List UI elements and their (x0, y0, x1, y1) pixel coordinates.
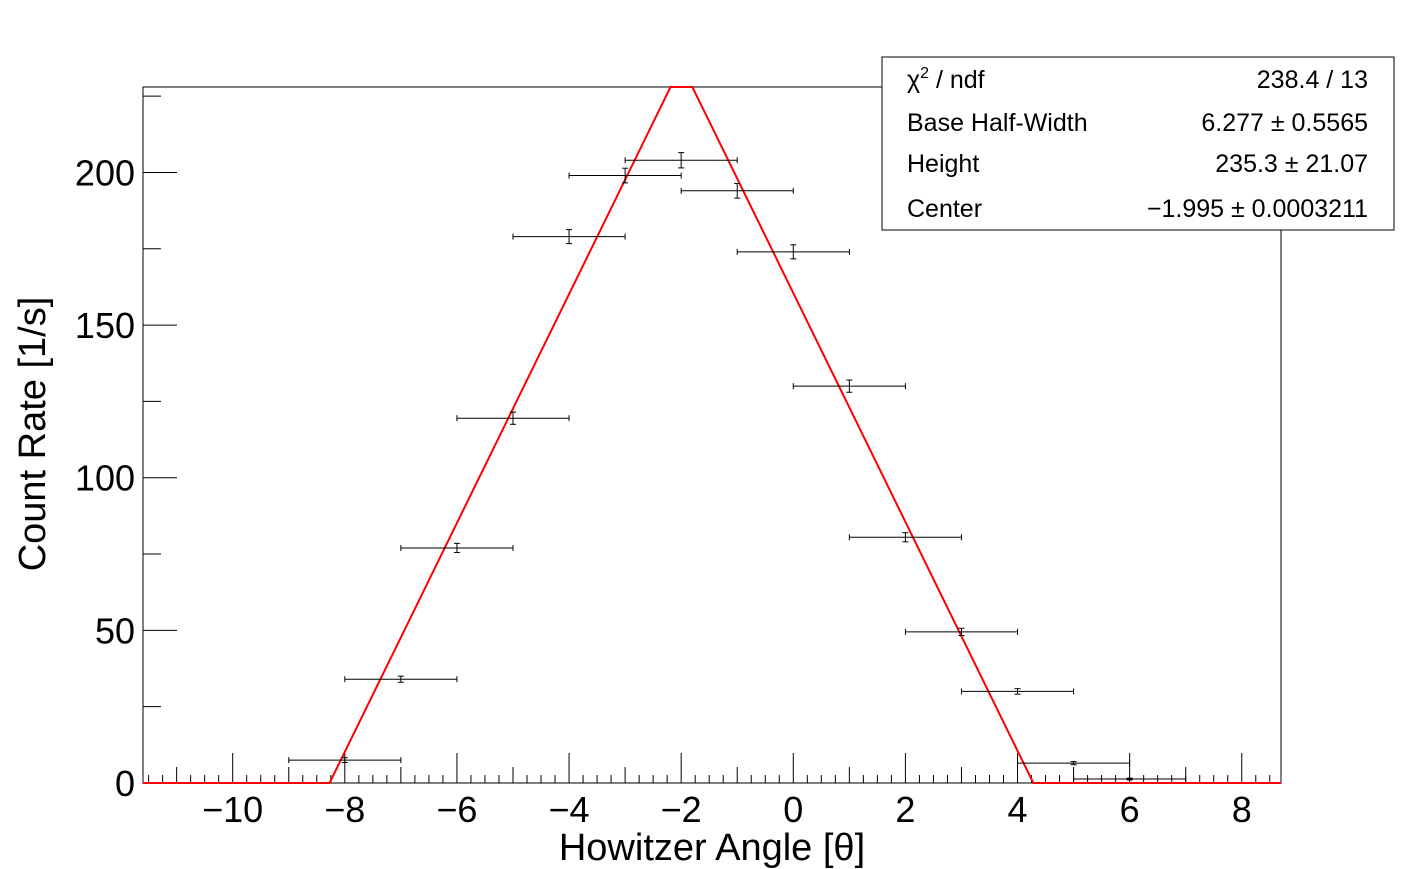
x-tick-label: −4 (549, 789, 590, 830)
x-tick-label: −6 (436, 789, 477, 830)
data-point (624, 152, 738, 169)
x-tick-label: −8 (324, 789, 365, 830)
stat-label-height: Height (907, 150, 979, 178)
x-tick-label: 8 (1232, 789, 1252, 830)
x-tick-label: 6 (1120, 789, 1140, 830)
data-point (1073, 776, 1187, 783)
y-tick-label: 200 (75, 152, 135, 193)
y-tick-label: 150 (75, 305, 135, 346)
stat-value-chi2: 238.4 / 13 (1257, 66, 1368, 94)
stat-value-center: −1.995 ± 0.0003211 (1147, 195, 1368, 223)
y-tick-label: 100 (75, 458, 135, 499)
data-point (344, 675, 458, 683)
data-point (288, 757, 402, 764)
y-axis: 0 50 100 150 200 (75, 95, 177, 804)
y-tick-label: 0 (115, 763, 135, 804)
data-point (568, 167, 682, 184)
stat-label-center: Center (907, 195, 982, 223)
stat-value-base-half-width: 6.277 ± 0.5565 (1201, 109, 1368, 137)
plot-area: 0 50 100 150 200 −10 −8 −6 −4 −2 0 2 4 6 8 (75, 86, 1282, 830)
x-axis-title: Howitzer Angle [θ] (559, 827, 865, 869)
data-point (848, 532, 962, 543)
data-point (904, 627, 1019, 637)
x-tick-label: −2 (661, 789, 702, 830)
y-tick-label: 50 (95, 610, 135, 651)
data-point (792, 379, 906, 393)
data-point (1017, 760, 1131, 767)
stat-label-chi2: χ2 / ndf (907, 65, 985, 94)
data-point (960, 688, 1075, 695)
data-point (456, 411, 570, 425)
stats-box-frame (881, 56, 1395, 231)
x-axis: −10 −8 −6 −4 −2 0 2 4 6 8 (148, 753, 1271, 830)
fit-stats-box: χ2 / ndf 238.4 / 13 Base Half-Width 6.27… (881, 56, 1395, 231)
data-point (400, 542, 514, 554)
y-axis-title: Count Rate [1/s] (12, 297, 54, 572)
data-points (288, 152, 1187, 783)
stat-value-height: 235.3 ± 21.07 (1215, 150, 1368, 178)
stat-label-base-half-width: Base Half-Width (907, 109, 1088, 137)
data-point (512, 229, 626, 245)
fit-curve (143, 86, 1281, 784)
data-point (680, 182, 794, 199)
x-tick-label: −10 (202, 789, 263, 830)
data-point (736, 244, 850, 260)
plot-frame (142, 86, 1282, 784)
x-tick-label: 4 (1008, 789, 1028, 830)
x-tick-label: 0 (783, 789, 803, 830)
x-tick-label: 2 (895, 789, 915, 830)
fit-layer (143, 86, 1281, 784)
